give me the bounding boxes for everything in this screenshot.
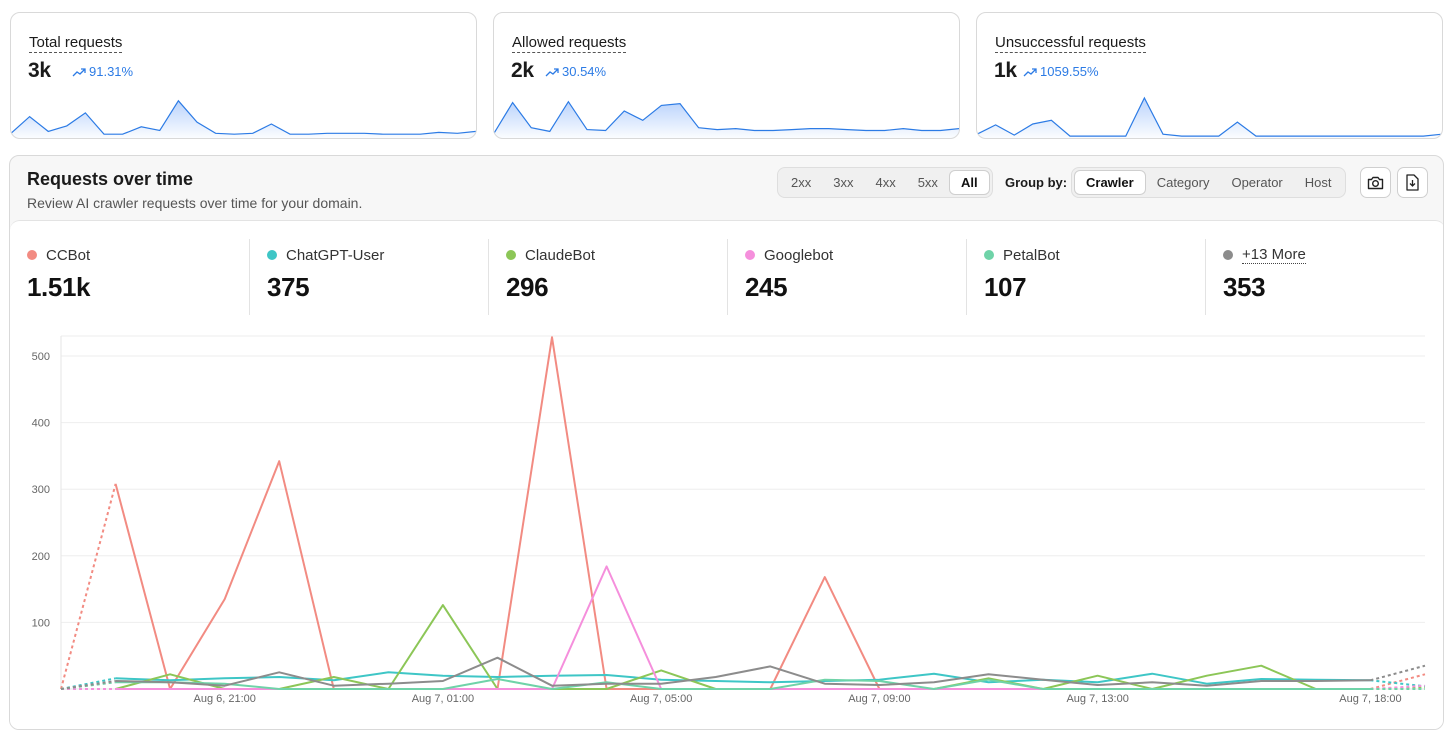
status-filter-4xx[interactable]: 4xx — [875, 175, 896, 190]
status-filter-5xx[interactable]: 5xx — [917, 175, 938, 190]
series-line-partial-end — [1370, 664, 1426, 682]
kpi-title[interactable]: Unsuccessful requests — [995, 34, 1146, 53]
legend-label: PetalBot — [1003, 246, 1060, 264]
sparkline-area — [11, 100, 476, 138]
group-by-group: Crawler Category Operator Host — [1071, 167, 1346, 198]
legend-value: 296 — [506, 272, 549, 302]
status-filter-2xx[interactable]: 2xx — [791, 175, 812, 190]
legend-item-petalbot[interactable]: PetalBot 107 — [966, 239, 1205, 315]
series-line — [115, 565, 1371, 690]
kpi-value: 3k — [28, 59, 51, 82]
kpi-change-value: 91.31% — [89, 64, 134, 79]
status-filter-group: 2xx 3xx 4xx 5xx All — [777, 167, 993, 198]
requests-line-chart: 100 200 300 400 500 Aug 6, 21:00 Aug 7, 01:00 A… — [32, 335, 1426, 705]
legend-dot — [745, 250, 755, 260]
panel-subtitle: Review AI crawler requests over time for… — [27, 195, 363, 211]
y-tick-label: 300 — [32, 484, 50, 496]
trend-up-icon — [1023, 67, 1037, 76]
legend-item-googlebot[interactable]: Googlebot 245 — [727, 239, 966, 315]
x-tick-label: Aug 7, 13:00 — [1066, 693, 1128, 705]
legend-dot — [984, 250, 994, 260]
legend-dot — [506, 250, 516, 260]
series-line-partial-start — [60, 483, 117, 690]
x-tick-label: Aug 7, 09:00 — [848, 693, 910, 705]
kpi-change: 30.54% — [545, 64, 606, 79]
kpi-value: 1k — [994, 59, 1017, 82]
camera-icon — [1367, 176, 1384, 190]
y-tick-label: 400 — [32, 418, 50, 430]
kpi-card-total: Total requests 3k 91.31% — [10, 12, 477, 139]
group-by-category[interactable]: Category — [1156, 175, 1210, 190]
requests-over-time-panel: Requests over time Review AI crawler req… — [9, 155, 1444, 730]
kpi-title[interactable]: Allowed requests — [512, 34, 627, 53]
status-filter-all[interactable]: All — [948, 170, 990, 195]
legend-label: Googlebot — [764, 246, 834, 264]
series-line — [114, 336, 1371, 690]
series-line-partial-start — [60, 680, 116, 690]
legend-item-more[interactable]: +13 More 353 — [1205, 239, 1443, 315]
legend-item-chatgpt-user[interactable]: ChatGPT-User 375 — [249, 239, 488, 315]
legend-value: 245 — [745, 272, 788, 302]
legend-dot — [1223, 250, 1233, 260]
kpi-card-unsuccessful: Unsuccessful requests 1k 1059.55% — [976, 12, 1443, 139]
series-line — [115, 678, 1371, 690]
sparkline-area — [494, 101, 959, 138]
chart-area: CCBot 1.51k ChatGPT-User 375 ClaudeBot 2… — [10, 220, 1443, 729]
kpi-sparkline — [977, 96, 1442, 138]
y-tick-label: 200 — [32, 551, 50, 563]
kpi-change: 91.31% — [72, 64, 133, 79]
legend-label: CCBot — [46, 246, 91, 264]
screenshot-button[interactable] — [1360, 167, 1391, 198]
group-by-label: Group by: — [1005, 175, 1068, 190]
group-by-crawler[interactable]: Crawler — [1074, 170, 1146, 195]
sparkline-line — [11, 99, 476, 135]
y-tick-label: 100 — [32, 617, 50, 629]
x-tick-label: Aug 7, 18:00 — [1339, 693, 1401, 705]
legend-value: 1.51k — [27, 272, 91, 302]
series-line — [115, 604, 1371, 690]
legend-value: 353 — [1223, 272, 1266, 302]
trend-up-icon — [545, 67, 559, 76]
trend-up-icon — [72, 67, 86, 76]
legend-label: ClaudeBot — [525, 246, 596, 264]
kpi-sparkline — [11, 99, 476, 138]
legend-dot — [267, 250, 277, 260]
legend-item-ccbot[interactable]: CCBot 1.51k — [10, 239, 249, 315]
x-tick-label: Aug 7, 01:00 — [412, 693, 474, 705]
legend-dot — [27, 250, 37, 260]
group-by-host[interactable]: Host — [1304, 175, 1332, 190]
kpi-change: 1059.55% — [1023, 64, 1099, 79]
status-filter-3xx[interactable]: 3xx — [833, 175, 854, 190]
group-by-operator[interactable]: Operator — [1231, 175, 1283, 190]
legend-value: 375 — [267, 272, 310, 302]
kpi-change-value: 30.54% — [562, 64, 607, 79]
x-tick-label: Aug 7, 05:00 — [630, 693, 692, 705]
kpi-title[interactable]: Total requests — [29, 34, 123, 53]
x-tick-label: Aug 6, 21:00 — [193, 693, 255, 705]
kpi-value: 2k — [511, 59, 534, 82]
more-crawlers-link[interactable]: +13 More — [1242, 245, 1306, 264]
legend-value: 107 — [984, 272, 1027, 302]
sparkline-line — [977, 96, 1442, 137]
legend-label: ChatGPT-User — [286, 246, 385, 264]
download-file-icon — [1406, 174, 1419, 191]
kpi-change-value: 1059.55% — [1040, 64, 1099, 79]
panel-title: Requests over time — [27, 169, 194, 189]
kpi-sparkline — [494, 100, 959, 138]
series-line — [115, 656, 1371, 687]
sparkline-area — [977, 98, 1442, 138]
y-tick-label: 500 — [32, 351, 50, 363]
download-button[interactable] — [1397, 167, 1428, 198]
sparkline-line — [494, 100, 959, 134]
legend-item-claudebot[interactable]: ClaudeBot 296 — [488, 239, 727, 315]
kpi-card-allowed: Allowed requests 2k 30.54% — [493, 12, 960, 139]
series-line-partial-end — [1370, 679, 1426, 688]
